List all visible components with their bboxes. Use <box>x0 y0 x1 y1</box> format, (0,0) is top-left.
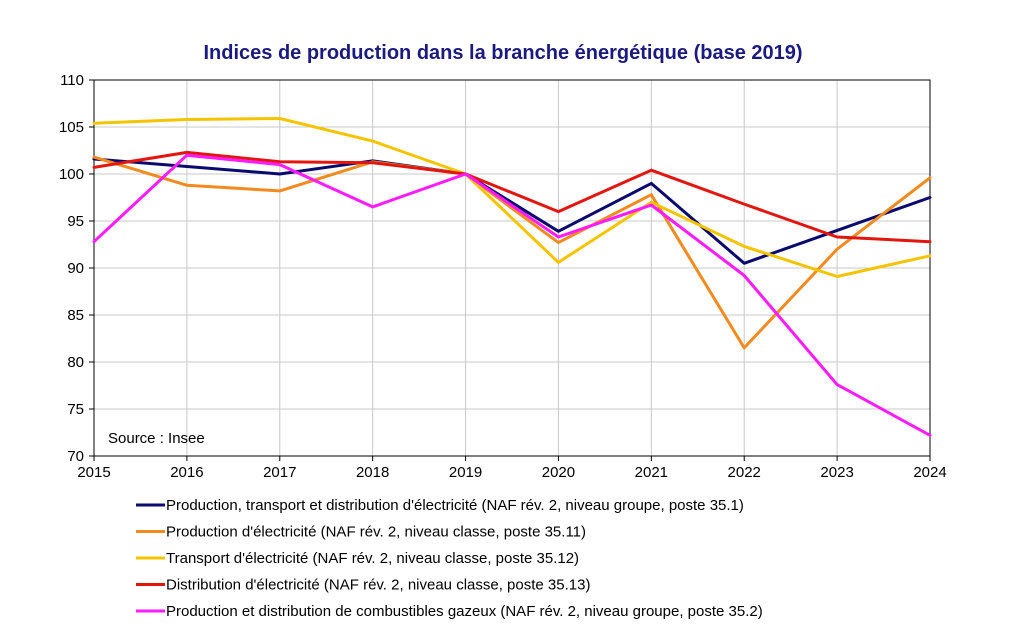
x-tick-label: 2023 <box>820 464 853 481</box>
x-tick-label: 2016 <box>170 464 203 481</box>
y-tick-label: 80 <box>67 354 84 371</box>
y-tick-label: 75 <box>67 401 84 418</box>
y-tick-label: 70 <box>67 448 84 465</box>
x-tick-label: 2024 <box>913 464 946 481</box>
legend-label-1: Production, transport et distribution d'… <box>166 497 744 514</box>
x-tick-label: 2021 <box>635 464 668 481</box>
x-tick-label: 2017 <box>263 464 296 481</box>
y-tick-label: 90 <box>67 260 84 277</box>
series-line-1 <box>92 157 932 265</box>
legend: Production, transport et distribution d'… <box>136 497 763 620</box>
y-tick-label: 85 <box>67 307 84 324</box>
x-tick-label: 2018 <box>356 464 389 481</box>
legend-label-5: Production et distribution de combustibl… <box>166 603 763 620</box>
x-tick-label: 2020 <box>542 464 575 481</box>
y-tick-label: 110 <box>60 72 84 89</box>
series-lines <box>92 117 932 437</box>
x-tick-label: 2015 <box>77 464 110 481</box>
y-tick-label: 100 <box>59 166 84 183</box>
legend-label-3: Transport d'électricité (NAF rév. 2, niv… <box>166 550 579 567</box>
x-tick-label: 2019 <box>449 464 482 481</box>
legend-label-2: Production d'électricité (NAF rév. 2, ni… <box>166 524 586 541</box>
y-tick-label: 95 <box>67 213 84 230</box>
y-axis: 70 75 80 85 90 95 100 105 110 <box>59 72 94 465</box>
series-line-5 <box>92 153 932 437</box>
series-line-2 <box>92 155 932 350</box>
legend-label-4: Distribution d'électricité (NAF rév. 2, … <box>166 577 590 594</box>
grid <box>93 79 931 457</box>
y-tick-label: 105 <box>59 119 84 136</box>
x-tick-label: 2022 <box>728 464 761 481</box>
chart-title: Indices de production dans la branche én… <box>203 42 802 64</box>
series-line-3 <box>92 117 932 278</box>
series-line-4 <box>92 150 932 244</box>
x-axis: 2015 2016 2017 2018 2019 2020 2021 2022 2023 2024 <box>77 456 947 481</box>
source-note: Source : Insee <box>108 430 205 447</box>
